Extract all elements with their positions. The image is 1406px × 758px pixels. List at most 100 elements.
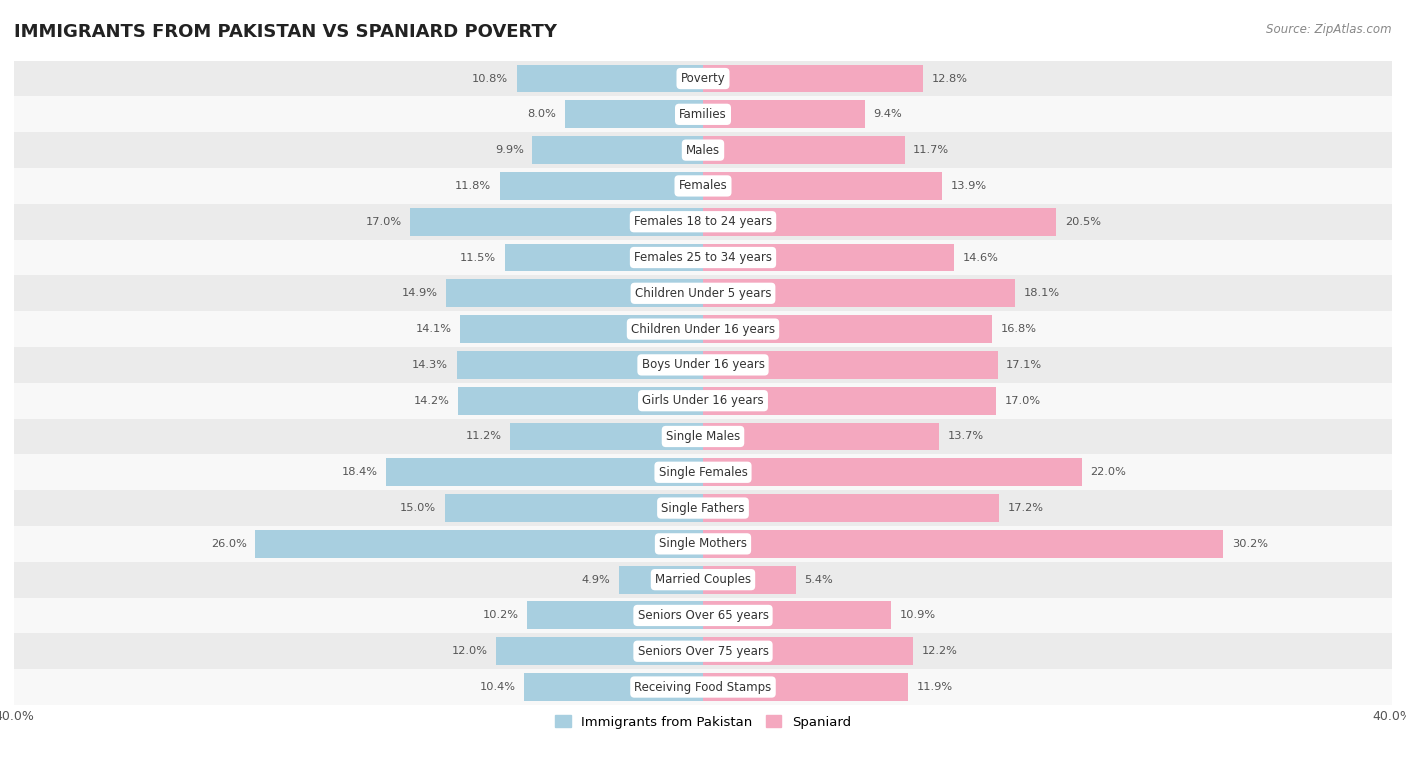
Text: 17.0%: 17.0% [366,217,402,227]
Text: 14.1%: 14.1% [416,324,451,334]
Text: Females: Females [679,180,727,193]
Bar [457,351,703,379]
Text: 30.2%: 30.2% [1232,539,1268,549]
Text: 17.1%: 17.1% [1007,360,1042,370]
Bar [14,418,1392,454]
Text: 11.9%: 11.9% [917,682,953,692]
Bar [703,243,955,271]
Bar [703,280,1015,307]
Bar [14,634,1392,669]
Bar [505,243,703,271]
Text: 22.0%: 22.0% [1091,467,1126,478]
Text: Poverty: Poverty [681,72,725,85]
Text: 18.1%: 18.1% [1024,288,1060,299]
Text: 10.2%: 10.2% [482,610,519,621]
Text: 10.9%: 10.9% [900,610,935,621]
Bar [703,208,1056,236]
Text: Children Under 5 years: Children Under 5 years [634,287,772,300]
Text: Source: ZipAtlas.com: Source: ZipAtlas.com [1267,23,1392,36]
Text: 15.0%: 15.0% [399,503,436,513]
Text: 11.5%: 11.5% [460,252,496,262]
Bar [703,100,865,128]
Text: 5.4%: 5.4% [804,575,834,584]
Text: Single Males: Single Males [666,430,740,443]
Bar [14,312,1392,347]
Text: 20.5%: 20.5% [1064,217,1101,227]
Text: Females 18 to 24 years: Females 18 to 24 years [634,215,772,228]
Text: 10.4%: 10.4% [479,682,515,692]
Text: Seniors Over 75 years: Seniors Over 75 years [637,645,769,658]
Bar [14,562,1392,597]
Text: Receiving Food Stamps: Receiving Food Stamps [634,681,772,694]
Bar [703,530,1223,558]
Text: 13.7%: 13.7% [948,431,984,441]
Bar [703,387,995,415]
Text: 12.8%: 12.8% [932,74,969,83]
Legend: Immigrants from Pakistan, Spaniard: Immigrants from Pakistan, Spaniard [550,709,856,734]
Bar [524,673,703,701]
Bar [14,240,1392,275]
Bar [14,204,1392,240]
Bar [460,315,703,343]
Bar [14,597,1392,634]
Bar [14,383,1392,418]
Text: Single Mothers: Single Mothers [659,537,747,550]
Bar [14,275,1392,312]
Bar [14,490,1392,526]
Bar [703,315,993,343]
Text: 16.8%: 16.8% [1001,324,1038,334]
Text: 9.4%: 9.4% [873,109,903,119]
Bar [14,454,1392,490]
Text: 12.0%: 12.0% [451,647,488,656]
Bar [14,526,1392,562]
Text: 8.0%: 8.0% [527,109,557,119]
Text: Married Couples: Married Couples [655,573,751,586]
Bar [256,530,703,558]
Text: Families: Families [679,108,727,121]
Text: Males: Males [686,143,720,157]
Bar [499,172,703,200]
Bar [703,422,939,450]
Bar [703,459,1083,486]
Text: 13.9%: 13.9% [950,181,987,191]
Text: 12.2%: 12.2% [922,647,957,656]
Text: Single Females: Single Females [658,465,748,479]
Text: 4.9%: 4.9% [581,575,610,584]
Bar [703,565,796,594]
Bar [14,347,1392,383]
Bar [517,64,703,92]
Bar [14,168,1392,204]
Text: 10.8%: 10.8% [472,74,509,83]
Bar [703,673,908,701]
Bar [703,136,904,164]
Text: 26.0%: 26.0% [211,539,246,549]
Text: Females 25 to 34 years: Females 25 to 34 years [634,251,772,264]
Text: 17.0%: 17.0% [1004,396,1040,406]
Bar [444,494,703,522]
Text: 14.3%: 14.3% [412,360,449,370]
Bar [703,637,912,666]
Text: Seniors Over 65 years: Seniors Over 65 years [637,609,769,622]
Text: 17.2%: 17.2% [1008,503,1043,513]
Text: IMMIGRANTS FROM PAKISTAN VS SPANIARD POVERTY: IMMIGRANTS FROM PAKISTAN VS SPANIARD POV… [14,23,557,41]
Bar [565,100,703,128]
Bar [496,637,703,666]
Bar [458,387,703,415]
Bar [446,280,703,307]
Text: Girls Under 16 years: Girls Under 16 years [643,394,763,407]
Bar [703,602,891,629]
Text: 14.2%: 14.2% [413,396,450,406]
Text: 9.9%: 9.9% [495,145,524,155]
Bar [533,136,703,164]
Text: 11.8%: 11.8% [456,181,491,191]
Bar [411,208,703,236]
Text: 14.6%: 14.6% [963,252,998,262]
Text: 11.2%: 11.2% [465,431,502,441]
Text: Children Under 16 years: Children Under 16 years [631,323,775,336]
Bar [703,494,1000,522]
Bar [14,132,1392,168]
Text: 14.9%: 14.9% [402,288,437,299]
Bar [703,172,942,200]
Bar [619,565,703,594]
Text: Single Fathers: Single Fathers [661,502,745,515]
